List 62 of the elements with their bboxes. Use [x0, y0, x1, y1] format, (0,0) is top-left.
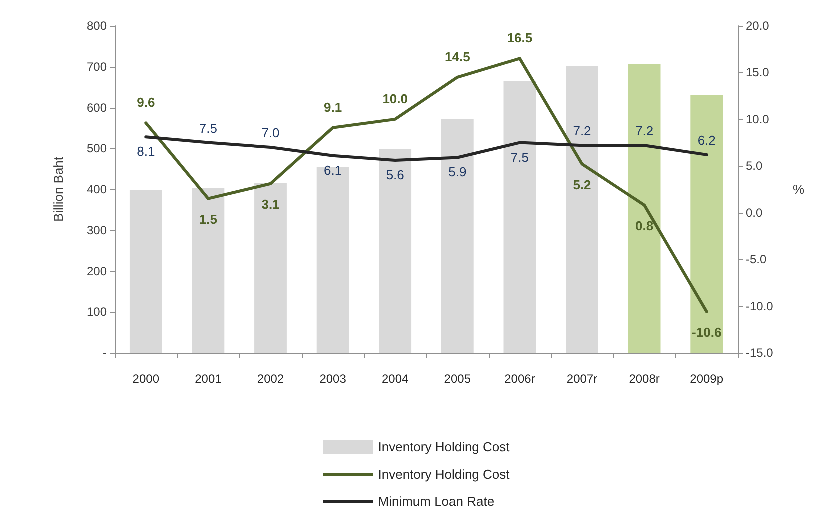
data-label: 0.8 [636, 218, 654, 234]
data-label: 6.1 [324, 162, 342, 178]
y-tick-label: - [103, 346, 107, 360]
data-label: 1.5 [199, 212, 218, 227]
y2-tick-label: 15.0 [746, 66, 770, 80]
data-label: 10.0 [382, 91, 408, 106]
x-tick-label: 2009p [690, 372, 724, 386]
y2-tick-label: 20.0 [746, 19, 770, 33]
y-tick-label: 700 [86, 60, 108, 74]
bar [504, 81, 536, 353]
data-label: 7.2 [636, 124, 654, 139]
bar [192, 188, 225, 353]
data-label: -10.6 [692, 324, 722, 340]
data-label: 3.1 [262, 196, 280, 212]
y2-tick-label: 5.0 [746, 159, 764, 174]
bar [254, 182, 287, 353]
y-axis-title: Billion Baht [51, 156, 66, 222]
y2-tick-label: -15.0 [746, 346, 774, 360]
y-tick-label: 500 [86, 142, 108, 156]
legend-label: Minimum Loan Rate [378, 494, 495, 509]
x-tick-label: 2002 [257, 372, 284, 386]
bar [316, 167, 350, 353]
data-label: 7.2 [573, 124, 592, 139]
x-tick-label: 2008r [629, 372, 660, 386]
x-tick-label: 2000 [132, 372, 160, 386]
data-label: 5.9 [448, 164, 467, 180]
y-tick-label: 300 [86, 223, 108, 238]
x-tick-label: 2003 [320, 372, 347, 386]
data-label: 8.1 [137, 144, 156, 160]
data-label: 16.5 [507, 30, 533, 46]
y-tick-label: 100 [86, 305, 108, 320]
y2-tick-label: -10.0 [746, 299, 774, 314]
y-tick-label: 600 [86, 100, 108, 115]
data-label: 7.5 [199, 120, 218, 136]
data-label: 7.0 [262, 125, 280, 140]
data-label: 5.6 [386, 168, 404, 183]
data-label: 9.1 [324, 100, 342, 115]
y-tick-label: 800 [86, 19, 108, 33]
data-label: 7.5 [510, 150, 529, 165]
bar [379, 149, 412, 353]
y-tick-label: 200 [86, 264, 108, 278]
bar [628, 64, 661, 353]
y2-axis-title: % [793, 182, 805, 197]
data-label: 5.2 [573, 177, 592, 192]
bar [441, 119, 474, 353]
bar [566, 66, 598, 353]
x-tick-label: 2001 [195, 372, 222, 386]
data-label: 6.2 [698, 132, 716, 148]
x-tick-label: 2007r [566, 372, 598, 386]
bar [130, 190, 162, 353]
y2-tick-label: 10.0 [746, 112, 770, 126]
x-tick-label: 2005 [444, 372, 472, 386]
data-label: 14.5 [444, 49, 470, 64]
y2-tick-label: 0.0 [746, 206, 764, 220]
x-tick-label: 2006r [504, 372, 536, 386]
y2-tick-label: -5.0 [746, 252, 768, 267]
legend-label: Inventory Holding Cost [378, 467, 510, 482]
y-tick-label: 400 [86, 182, 108, 196]
x-tick-label: 2004 [382, 372, 410, 386]
legend-label: Inventory Holding Cost [378, 440, 510, 454]
data-label: 9.6 [137, 95, 156, 110]
bar [690, 95, 724, 353]
